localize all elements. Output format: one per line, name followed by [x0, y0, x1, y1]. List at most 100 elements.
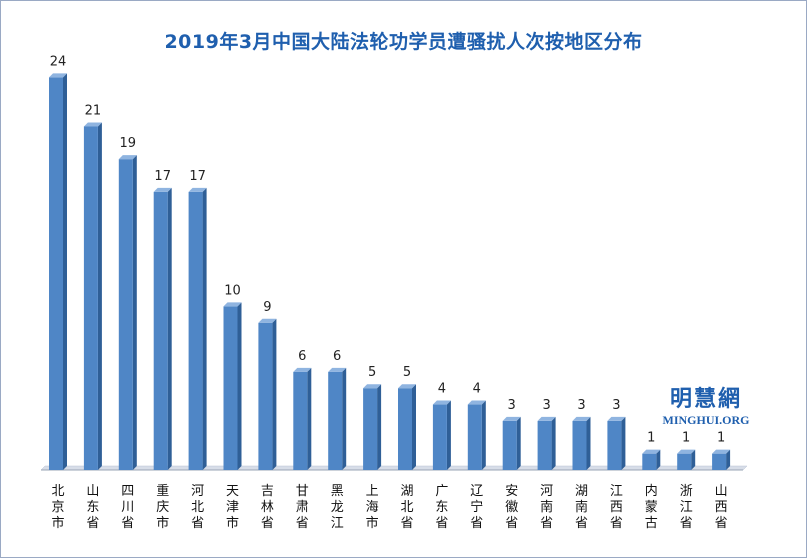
tick-label: 广东省: [435, 484, 448, 531]
tick-label: 河北省: [191, 484, 204, 531]
bar-top: [607, 416, 626, 421]
data-label: 3: [612, 398, 620, 413]
tick-label: 上海市: [366, 484, 379, 531]
bar-side: [272, 318, 277, 470]
bar-side: [202, 187, 207, 470]
minghui-logo: 明慧網 MINGHUI.ORG: [641, 381, 771, 428]
bar-top: [432, 400, 451, 405]
bar-top: [83, 122, 102, 127]
bar-top: [153, 187, 172, 192]
bar-side: [551, 416, 556, 470]
bar-top: [398, 384, 416, 389]
tick-label: 甘肃省: [296, 484, 309, 531]
data-label: 3: [577, 398, 585, 413]
bar-side: [621, 416, 626, 470]
bar: [537, 420, 552, 470]
bar: [642, 453, 657, 470]
bar: [49, 77, 63, 471]
bar-top: [188, 187, 207, 192]
bar: [188, 191, 203, 470]
bar: [223, 306, 238, 470]
data-label: 6: [298, 349, 306, 364]
data-label: 6: [333, 349, 341, 364]
tick-label: 黑龙江: [331, 484, 344, 531]
bar-side: [377, 384, 382, 470]
bar-side: [132, 155, 137, 470]
bar: [607, 420, 622, 470]
tick-label: 吉林省: [261, 484, 274, 531]
bar: [467, 404, 482, 470]
bar-top: [712, 449, 731, 454]
bar-side: [63, 73, 67, 471]
data-label: 4: [473, 382, 481, 397]
bar-side: [167, 187, 172, 470]
logo-site: MINGHUI.ORG: [662, 413, 750, 427]
tick-label: 湖北省: [400, 484, 413, 531]
bar: [328, 371, 343, 470]
bar-side: [307, 367, 312, 470]
bar-side: [516, 416, 521, 470]
data-label: 10: [224, 283, 241, 298]
bar-side: [237, 302, 242, 470]
bar: [363, 388, 378, 470]
bar-top: [293, 367, 312, 372]
bar-side: [342, 367, 347, 470]
data-label: 9: [263, 300, 271, 315]
bar: [83, 126, 98, 470]
tick-label: 重庆市: [156, 483, 169, 531]
bar: [258, 322, 273, 470]
data-label: 1: [717, 431, 725, 446]
bar-top: [118, 155, 137, 160]
data-label: 3: [508, 398, 516, 413]
bar-top: [49, 73, 67, 78]
bar: [293, 371, 308, 470]
tick-label: 江西省: [610, 484, 623, 531]
bar: [712, 453, 727, 470]
tick-label: 河南省: [540, 484, 553, 531]
data-label: 17: [154, 169, 171, 184]
bar-side: [726, 449, 731, 470]
tick-label: 辽宁省: [470, 484, 483, 531]
bar-top: [223, 302, 242, 307]
bar-side: [481, 400, 486, 470]
tick-label: 山东省: [86, 484, 99, 531]
tick-label: 内蒙古: [645, 483, 658, 531]
bar-top: [363, 384, 382, 389]
bar-top: [537, 416, 556, 421]
bar-side: [656, 449, 661, 470]
data-label: 5: [403, 365, 411, 380]
tick-label: 四川省: [121, 484, 134, 531]
bar: [677, 453, 692, 470]
tick-label: 安徽省: [505, 484, 518, 531]
chart-title: 2019年3月中国大陆法轮功学员遭骚扰人次按地区分布: [164, 31, 643, 53]
tick-label: 天津市: [226, 484, 239, 531]
bar-top: [642, 449, 661, 454]
bar: [153, 191, 168, 470]
bar-top: [258, 318, 277, 323]
bar: [572, 420, 587, 470]
bar-side: [412, 384, 416, 470]
bar-side: [586, 416, 591, 470]
data-label: 1: [647, 431, 655, 446]
tick-label: 浙江省: [680, 484, 693, 531]
tick-label: 北京市: [51, 484, 64, 531]
data-label: 24: [50, 54, 67, 69]
bar-top: [467, 400, 486, 405]
bar-top: [572, 416, 591, 421]
data-label: 19: [120, 136, 137, 151]
data-label: 4: [438, 382, 446, 397]
bar-side: [446, 400, 451, 470]
data-label: 17: [189, 169, 206, 184]
bar: [432, 404, 447, 470]
data-label: 21: [85, 103, 102, 118]
tick-label: 湖南省: [575, 484, 588, 531]
chart-floor: [40, 465, 748, 471]
data-label: 3: [542, 398, 550, 413]
data-label: 1: [682, 431, 690, 446]
bar-top: [502, 416, 521, 421]
bar-top: [677, 449, 696, 454]
data-label: 5: [368, 365, 376, 380]
logo-name: 明慧網: [669, 386, 742, 412]
